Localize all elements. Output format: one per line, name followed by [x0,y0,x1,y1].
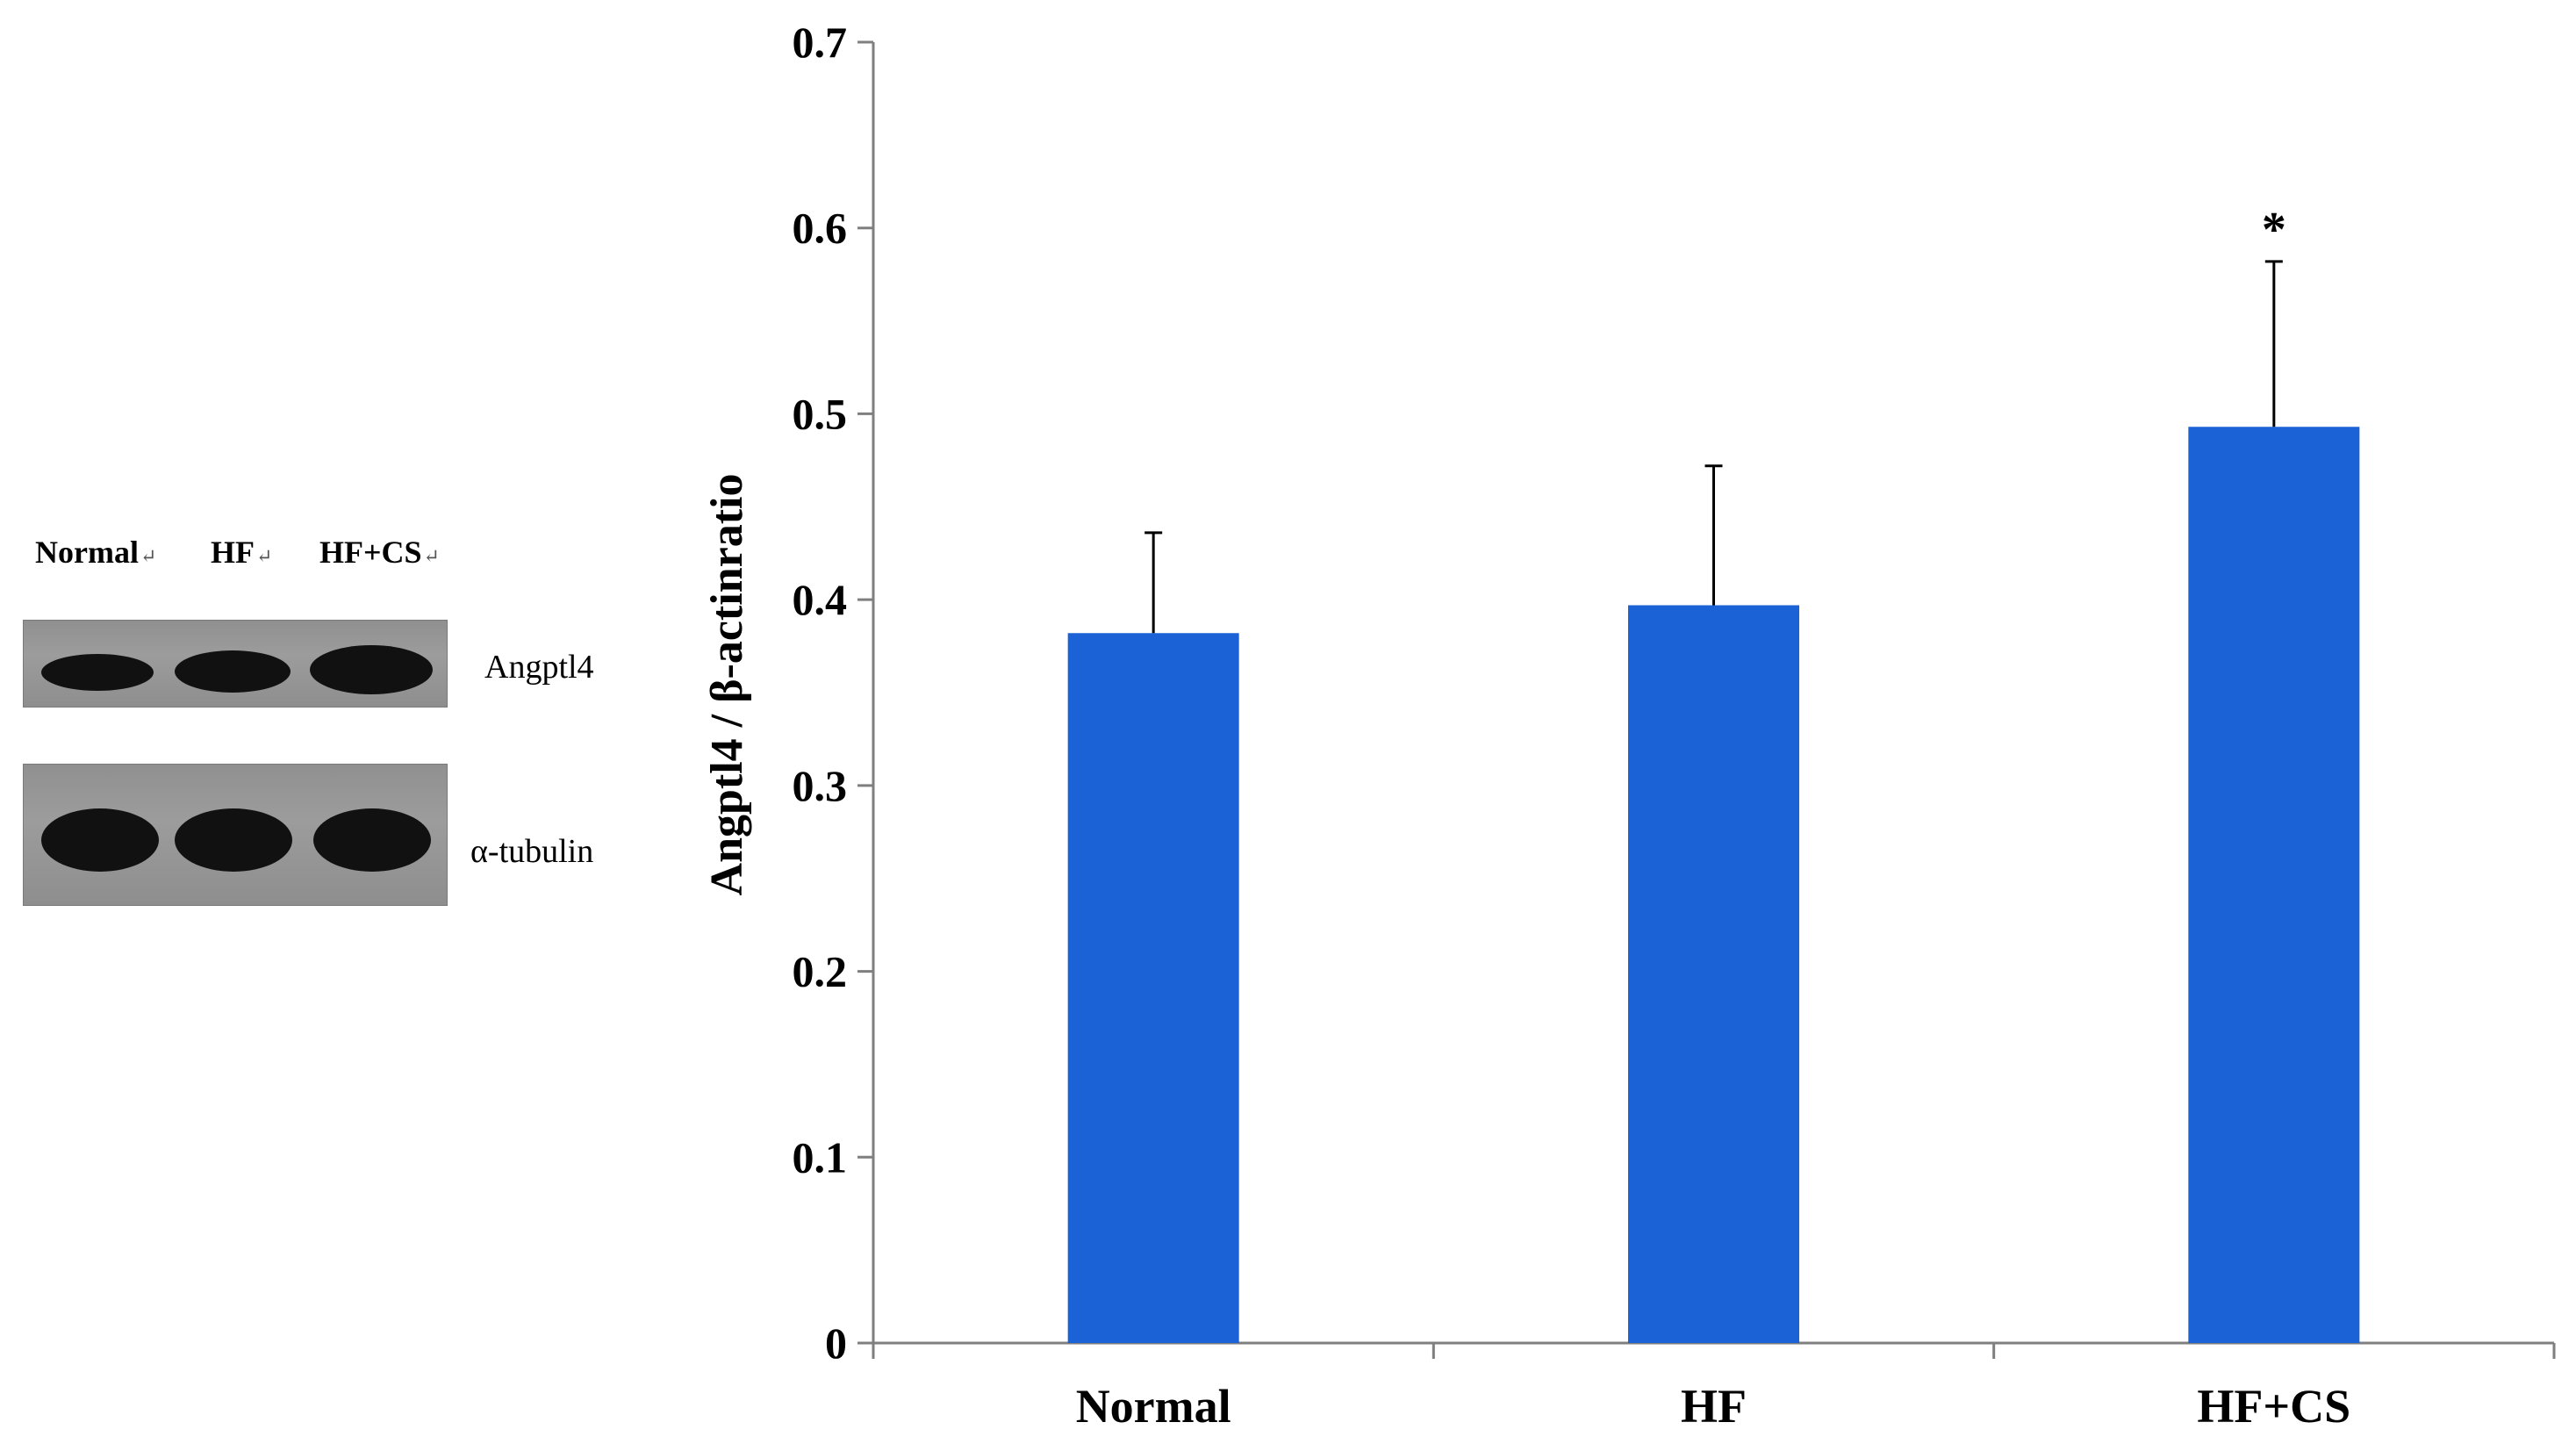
y-tick-label: 0.2 [793,947,848,996]
angptl4-band-hf-cs [310,645,433,694]
x-tick-label: HF [1681,1380,1747,1433]
angptl4-band-hf [175,650,291,693]
lane-label-hf-cs: HF+CS↵ [319,535,440,570]
y-tick-label: 0.6 [793,204,848,253]
y-tick-label: 0.5 [793,389,848,438]
error-bars: * [1144,203,2286,634]
tubulin-band-hf [175,808,292,872]
bar [1067,633,1239,1343]
bars [1067,427,2360,1344]
y-axis: 0 0.1 0.2 0.3 0.4 0.5 0.6 0.7 [793,18,875,1368]
x-tick-label: Normal [1076,1380,1231,1433]
y-tick-label: 0.3 [793,761,848,810]
x-axis: Normal HF HF+CS [872,1341,2556,1433]
y-tick-label: 0 [825,1318,847,1368]
significance-marker: * [2262,203,2286,257]
y-axis-label: Angptl4 / β-actinratio [702,474,752,896]
y-tick-label: 0.1 [793,1132,848,1182]
bar [1628,605,1799,1343]
tubulin-band-hf-cs [313,808,431,872]
tubulin-blot [23,764,448,906]
lane-label-hf: HF↵ [211,535,273,570]
western-blot-panel: Normal↵ HF↵ HF+CS↵ Angptl4 α-tubulin [0,0,667,1451]
angptl4-blot [23,620,448,708]
blot-label-angptl4: Angptl4 [484,649,594,686]
tubulin-band-normal [41,808,159,872]
bar-chart: 0 0.1 0.2 0.3 0.4 0.5 0.6 0.7 Normal HF HF+CS * A… [702,18,2556,1433]
y-tick-label: 0.4 [793,575,848,624]
angptl4-band-normal [41,654,154,691]
lane-label-normal: Normal↵ [35,535,157,570]
x-tick-label: HF+CS [2197,1380,2350,1433]
y-tick-label: 0.7 [793,18,848,67]
blot-label-tubulin: α-tubulin [470,833,594,870]
bar [2188,427,2360,1344]
